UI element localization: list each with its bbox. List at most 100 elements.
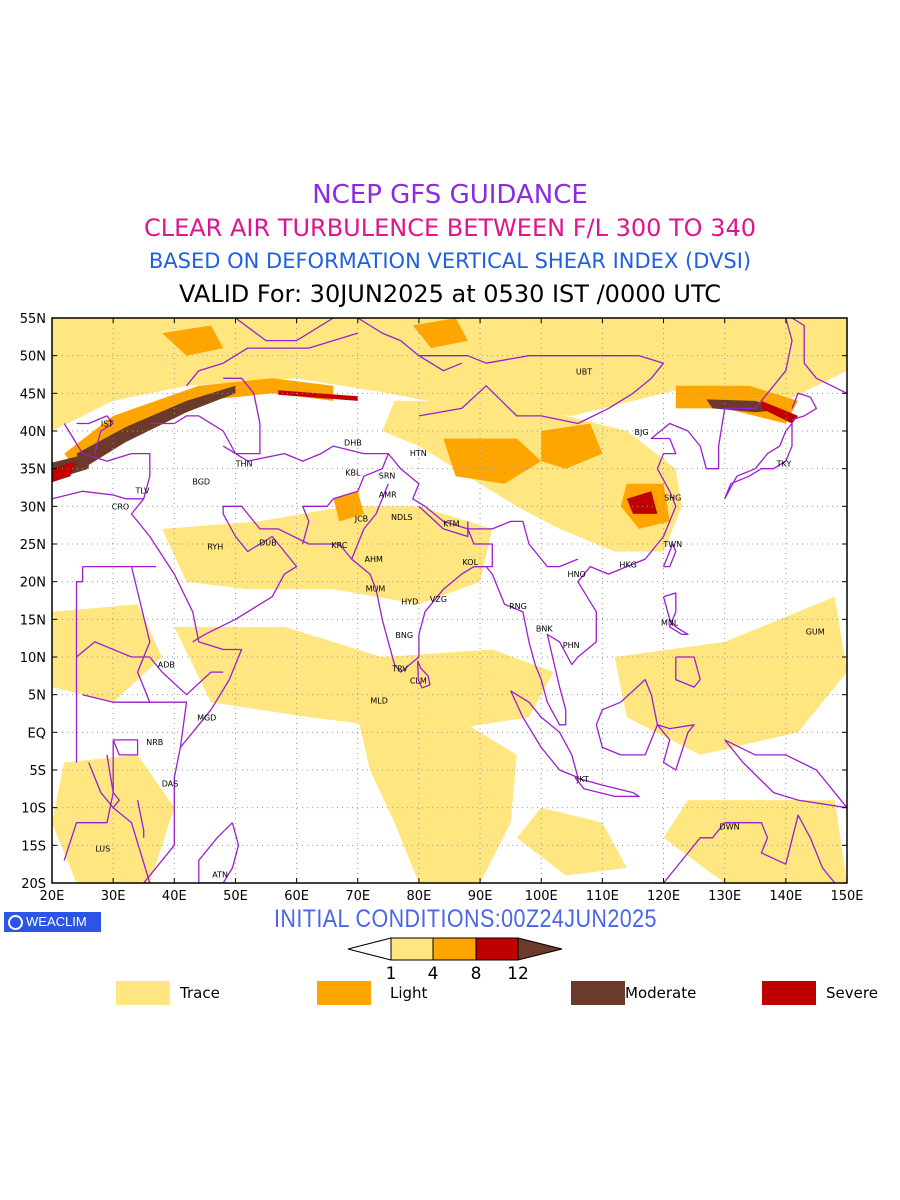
boundary-line xyxy=(662,822,726,883)
station-label: NRB xyxy=(146,738,163,747)
station-label: TWN xyxy=(662,540,682,549)
station-label: RYH xyxy=(207,542,223,551)
lon-label: 30E xyxy=(101,889,126,904)
turbulence-area-light xyxy=(162,325,224,356)
station-label: VZG xyxy=(430,595,447,604)
badge-label: WEACLIM xyxy=(26,914,87,929)
boundary-line xyxy=(351,483,389,560)
station-label: LUS xyxy=(95,844,110,853)
lat-label: 15S xyxy=(21,839,46,854)
legend-swatch-trace xyxy=(116,981,170,1005)
turbulence-area-trace xyxy=(174,626,554,733)
station-label: DUB xyxy=(259,538,277,547)
lat-label: 55N xyxy=(20,312,46,327)
boundary-line xyxy=(595,678,659,756)
turbulence-area-trace xyxy=(614,596,847,755)
lat-label: 5S xyxy=(29,764,46,779)
boundary-line xyxy=(75,566,84,763)
boundary-line xyxy=(137,701,188,748)
station-label: RNG xyxy=(509,602,527,611)
boundary-line xyxy=(198,822,240,883)
lon-label: 90E xyxy=(468,889,493,904)
station-label: BNG xyxy=(395,631,413,640)
legend-label-severe: Severe xyxy=(826,984,878,1002)
boundary-line xyxy=(417,660,431,689)
boundary-line xyxy=(724,739,847,809)
station-label: DHB xyxy=(344,438,362,447)
station-label: CLM xyxy=(410,676,427,685)
boundary-line xyxy=(724,814,836,883)
lat-label: 20N xyxy=(20,576,46,591)
station-label: TLV xyxy=(135,487,150,496)
station-label: ATN xyxy=(212,871,228,880)
turbulence-area-severe xyxy=(761,400,799,424)
lat-label: 15N xyxy=(20,613,46,628)
lat-label: 45N xyxy=(20,387,46,402)
boundary-line xyxy=(185,332,358,387)
lon-label: 50E xyxy=(223,889,248,904)
station-label: BGD xyxy=(192,477,210,486)
turbulence-area-trace xyxy=(52,604,163,703)
station-label: TRV xyxy=(391,664,408,673)
station-label: SHG xyxy=(664,493,681,502)
station-label: BJG xyxy=(634,428,648,437)
lat-label: 25N xyxy=(20,538,46,553)
station-label: HNO xyxy=(568,570,586,579)
station-label: THN xyxy=(235,459,253,468)
lat-label: 35N xyxy=(20,463,46,478)
legend-swatch-severe xyxy=(762,981,816,1005)
boundary-line xyxy=(88,762,151,883)
map-frame xyxy=(51,317,848,884)
turbulence-area-trace xyxy=(516,807,627,876)
legend-swatch-light xyxy=(317,981,371,1005)
legend-label-moderate: Moderate xyxy=(625,984,697,1002)
boundary-line xyxy=(76,641,224,696)
lon-label: 130E xyxy=(708,889,741,904)
station-label: IST xyxy=(101,419,113,428)
logo-ring-icon xyxy=(8,915,23,930)
station-label: BNK xyxy=(536,624,553,633)
lon-label: 60E xyxy=(284,889,309,904)
boundary-line xyxy=(791,392,818,421)
boundary-line xyxy=(302,453,389,545)
station-label: NDLS xyxy=(391,513,413,522)
lon-label: 80E xyxy=(407,889,432,904)
lat-label: 20S xyxy=(21,877,46,892)
turbulence-area-trace xyxy=(663,800,847,883)
turbulence-area-trace xyxy=(162,506,493,605)
title-valid-time: VALID For: 30JUN2025 at 0530 IST /0000 U… xyxy=(179,280,721,308)
boundary-line xyxy=(467,528,493,568)
lat-label: 10S xyxy=(21,802,46,817)
station-label: MNL xyxy=(661,618,679,627)
boundary-line xyxy=(675,656,701,688)
title-line-3: BASED ON DEFORMATION VERTICAL SHEAR INDE… xyxy=(148,249,752,273)
boundary-line xyxy=(63,423,243,883)
boundary-line xyxy=(656,724,695,771)
boundary-line xyxy=(192,318,793,726)
boundary-line xyxy=(510,690,579,779)
turbulence-area-trace xyxy=(357,717,517,883)
lat-label: EQ xyxy=(28,726,46,741)
station-label: ADB xyxy=(158,661,175,670)
station-label: AMR xyxy=(379,490,397,499)
lon-label: 150E xyxy=(830,889,863,904)
station-label: GUM xyxy=(806,627,825,636)
weaclim-badge: WEACLIM xyxy=(4,912,101,932)
station-label: MGD xyxy=(197,713,216,722)
lon-label: 100E xyxy=(525,889,558,904)
station-label: MLD xyxy=(370,697,388,706)
turbulence-area-severe xyxy=(278,390,358,401)
turbulence-area-light xyxy=(443,438,542,484)
lat-label: 40N xyxy=(20,425,46,440)
legend-label-light: Light xyxy=(390,984,428,1002)
station-label: UBT xyxy=(576,367,592,376)
title-line-2: CLEAR AIR TURBULENCE BETWEEN F/L 300 TO … xyxy=(143,214,757,242)
legend-swatch-moderate xyxy=(571,981,625,1005)
lat-label: 50N xyxy=(20,350,46,365)
station-label: PHN xyxy=(563,641,580,650)
boundary-line xyxy=(724,422,793,500)
turbulence-area-moderate xyxy=(76,385,236,469)
legend-label-trace: Trace xyxy=(180,984,220,1002)
station-label: CRO xyxy=(112,502,129,511)
boundary-line xyxy=(106,754,120,809)
